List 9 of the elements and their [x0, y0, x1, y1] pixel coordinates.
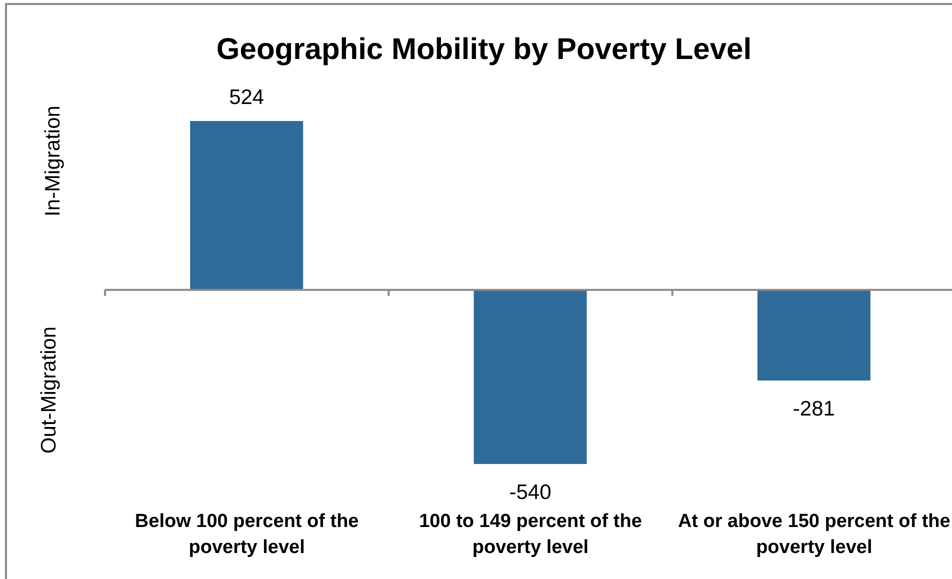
data-label: -540	[509, 481, 552, 504]
text: In-Migration	[42, 106, 64, 216]
text: Out-Migration	[38, 326, 60, 454]
data-label: -281	[792, 398, 835, 421]
data-label: 524	[229, 86, 264, 109]
x-tick-label: At or above 150 percent of the poverty level	[678, 511, 950, 558]
x-tick-label: 100 to 149 percent of the poverty level	[419, 511, 642, 558]
chart-title: Geographic Mobility by Poverty Level	[215, 33, 753, 66]
x-tick-label: Below 100 percent of the poverty level	[134, 511, 359, 558]
